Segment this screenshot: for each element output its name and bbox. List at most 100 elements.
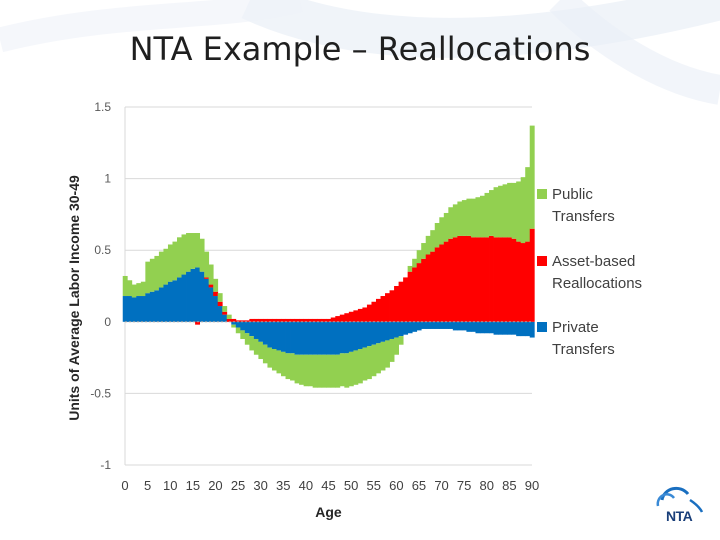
bar-public-transfers-age-15 [190,233,196,269]
bar-private-transfers-age-45 [326,321,332,355]
bar-public-transfers-age-78 [475,197,481,238]
bar-asset-based-reallocations-age-19 [208,284,214,288]
bar-private-transfers-age-36 [285,321,291,354]
bar-asset-based-reallocations-age-34 [276,318,282,322]
bar-private-transfers-age-61 [398,321,404,337]
bar-asset-based-reallocations-age-25 [235,320,241,322]
bar-private-transfers-age-63 [407,321,413,334]
bar-public-transfers-age-35 [281,351,286,377]
bar-public-transfers-age-63 [407,265,413,272]
bar-public-transfers-age-27 [244,333,250,345]
bar-public-transfers-age-4 [140,281,146,297]
legend-label: Asset-based [552,253,635,270]
bar-public-transfers-age-0 [122,275,128,297]
bar-public-transfers-age-75 [461,200,467,236]
bar-public-transfers-age-50 [348,351,354,387]
bar-public-transfers-age-21 [217,293,223,302]
x-axis-title: Age [315,504,342,520]
x-tick-label: 15 [186,478,200,493]
legend-label: Transfers [552,208,615,225]
bar-private-transfers-age-4 [140,296,146,322]
bar-public-transfers-age-57 [380,341,386,371]
bar-private-transfers-age-12 [177,277,182,322]
bar-asset-based-reallocations-age-77 [470,237,476,322]
bar-asset-based-reallocations-age-85 [507,237,513,322]
bar-asset-based-reallocations-age-54 [366,304,372,322]
x-tick-label: 75 [457,478,471,493]
bar-public-transfers-age-40 [303,354,309,387]
bar-public-transfers-age-90 [529,125,535,229]
bar-asset-based-reallocations-age-29 [253,318,259,322]
bar-asset-based-reallocations-age-86 [511,238,517,322]
bar-public-transfers-age-29 [253,338,259,355]
bar-asset-based-reallocations-age-46 [330,317,336,322]
bar-public-transfers-age-84 [502,184,508,238]
bar-public-transfers-age-55 [371,344,377,377]
bar-public-transfers-age-76 [466,198,472,236]
x-tick-label: 50 [344,478,358,493]
x-tick-label: 25 [231,478,245,493]
bar-asset-based-reallocations-age-47 [335,316,341,322]
bar-private-transfers-age-66 [421,321,427,329]
bar-public-transfers-age-39 [299,354,305,385]
bar-public-transfers-age-72 [448,207,454,239]
y-tick-label: 0.5 [94,243,111,257]
bar-asset-based-reallocations-age-36 [285,318,291,322]
bar-private-transfers-age-64 [412,321,418,332]
bar-private-transfers-age-69 [434,321,440,329]
bar-asset-based-reallocations-age-28 [249,318,255,322]
bar-asset-based-reallocations-age-89 [525,241,531,322]
bar-asset-based-reallocations-age-56 [375,298,381,322]
x-tick-label: 5 [144,478,151,493]
bar-asset-based-reallocations-age-83 [498,237,504,322]
bar-asset-based-reallocations-age-70 [439,244,445,322]
bar-public-transfers-age-8 [158,251,164,288]
bar-public-transfers-age-88 [520,177,526,244]
bar-public-transfers-age-70 [439,217,445,245]
bar-private-transfers-age-0 [122,296,128,322]
bar-private-transfers-age-52 [357,321,363,350]
bar-asset-based-reallocations-age-18 [204,277,210,279]
bar-private-transfers-age-49 [344,321,350,354]
bar-private-transfers-age-70 [439,321,445,329]
bar-asset-based-reallocations-age-16 [195,321,201,325]
bar-private-transfers-age-59 [389,321,395,339]
x-tick-label: 55 [366,478,380,493]
x-tick-label: 70 [434,478,448,493]
bar-asset-based-reallocations-age-51 [353,310,359,322]
bar-public-transfers-age-52 [357,349,363,384]
bar-public-transfers-age-17 [199,238,205,272]
bar-private-transfers-age-76 [466,321,472,332]
y-tick-label: 1 [104,172,111,186]
bar-private-transfers-age-9 [163,284,169,322]
bar-private-transfers-age-65 [416,321,422,331]
bar-private-transfers-age-73 [452,321,458,331]
bar-private-transfers-age-43 [317,321,323,355]
legend-label: Private [552,319,599,336]
bar-public-transfers-age-67 [425,235,431,255]
bar-asset-based-reallocations-age-40 [303,318,309,322]
bar-asset-based-reallocations-age-74 [457,235,463,322]
bar-private-transfers-age-41 [308,321,314,355]
x-tick-label: 35 [276,478,290,493]
bar-private-transfers-age-14 [186,271,191,322]
bar-asset-based-reallocations-age-88 [520,243,526,322]
bar-private-transfers-age-38 [294,321,300,355]
bar-public-transfers-age-32 [267,347,273,368]
bar-public-transfers-age-74 [457,201,463,236]
bar-public-transfers-age-43 [317,354,323,388]
bar-private-transfers-age-57 [380,321,386,342]
slide-title: NTA Example – Reallocations [129,30,591,68]
bar-private-transfers-age-21 [217,306,223,322]
bar-private-transfers-age-89 [525,321,531,337]
bar-public-transfers-age-54 [366,346,372,380]
bar-asset-based-reallocations-age-52 [357,308,363,322]
bar-asset-based-reallocations-age-63 [407,271,413,322]
x-tick-label: 10 [163,478,177,493]
bar-asset-based-reallocations-age-57 [380,296,386,322]
x-tick-label: 40 [299,478,313,493]
bar-asset-based-reallocations-age-58 [385,293,390,322]
bar-private-transfers-age-87 [516,321,522,337]
bar-asset-based-reallocations-age-60 [394,286,399,322]
bar-asset-based-reallocations-age-59 [389,290,395,322]
